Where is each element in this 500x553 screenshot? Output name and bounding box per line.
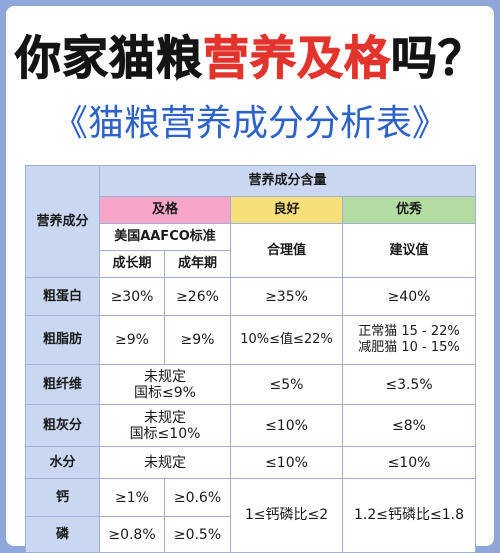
pass-header: 及格	[99, 196, 231, 224]
row-label: 水分	[25, 446, 100, 479]
good-header: 良好	[230, 196, 343, 224]
cell-line: 未规定	[144, 409, 186, 426]
adult-header: 成年期	[164, 250, 231, 278]
cell-excellent: ≥40%	[341, 277, 477, 316]
cell-ca-p-good: 1≤钙磷比≤2	[230, 478, 343, 553]
cell-kitten: ≥9%	[99, 315, 165, 365]
table-row-fiber: 粗纤维 未规定 国标≤9% ≤5% ≤3.5%	[25, 364, 477, 405]
table-row-ash: 粗灰分 未规定 国标≤10% ≤10% ≤8%	[25, 404, 477, 447]
headline-part-1: 你家猫粮	[15, 31, 203, 86]
row-label: 钙	[25, 478, 100, 517]
headline: 你家猫粮营养及格吗？	[0, 30, 500, 86]
row-label: 粗灰分	[25, 404, 100, 447]
cell-kitten: ≥0.8%	[99, 516, 165, 553]
cell-kitten: ≥1%	[99, 478, 165, 517]
cell-excellent: 正常猫 15 - 22% 减肥猫 10 - 15%	[341, 315, 477, 365]
cell-adult: ≥0.6%	[164, 478, 231, 517]
cell-pass: 未规定	[99, 446, 231, 479]
cell-adult: ≥26%	[164, 277, 231, 316]
cell-line: 国标≤10%	[129, 425, 201, 442]
cell-ca-p-excellent: 1.2≤钙磷比≤1.8	[341, 478, 477, 553]
table-row-moisture: 水分 未规定 ≤10% ≤10%	[25, 446, 477, 479]
row-label: 粗蛋白	[25, 277, 100, 316]
corner-header: 营养成分	[25, 165, 100, 278]
suggested-value-header: 建议值	[341, 223, 477, 278]
cell-good: ≤10%	[230, 446, 343, 479]
cell-pass: 未规定 国标≤10%	[99, 404, 231, 447]
reasonable-value-header: 合理值	[230, 223, 343, 278]
excellent-header: 优秀	[341, 196, 477, 224]
cell-line: 未规定	[144, 368, 186, 385]
cell-adult: ≥9%	[164, 315, 231, 365]
table-row-fat: 粗脂肪 ≥9% ≥9% 10%≤值≤22% 正常猫 15 - 22% 减肥猫 1…	[25, 315, 477, 365]
subtitle: 《猫粮营养成分分析表》	[51, 103, 448, 144]
cell-line: 国标≤9%	[134, 384, 196, 401]
cell-line: 减肥猫 10 - 15%	[358, 340, 460, 355]
cell-good: 10%≤值≤22%	[230, 315, 343, 365]
cell-line: 正常猫 15 - 22%	[358, 324, 460, 339]
cell-good: ≤5%	[230, 364, 343, 405]
cell-adult: ≥0.5%	[164, 516, 231, 553]
content-header: 营养成分含量	[98, 165, 477, 197]
headline-part-3: 吗？	[391, 31, 485, 86]
row-label: 粗纤维	[25, 364, 100, 405]
cell-kitten: ≥30%	[99, 277, 165, 316]
cell-excellent: ≤8%	[341, 404, 477, 447]
kitten-header: 成长期	[99, 250, 165, 278]
aafco-standard-header: 美国AAFCO标准	[99, 223, 231, 251]
cell-good: ≥35%	[230, 277, 343, 316]
row-label: 磷	[25, 516, 100, 553]
headline-highlight: 营养及格	[203, 31, 391, 86]
cell-pass: 未规定 国标≤9%	[99, 364, 231, 405]
cell-excellent: ≤10%	[341, 446, 477, 479]
cell-excellent: ≤3.5%	[341, 364, 477, 405]
table-row-protein: 粗蛋白 ≥30% ≥26% ≥35% ≥40%	[25, 277, 477, 316]
nutrition-table: 营养成分 营养成分含量 及格 良好 优秀 美国AAFCO标准 合理值 建议值 成…	[25, 165, 477, 553]
row-label: 粗脂肪	[25, 315, 100, 365]
table-row-calcium: 钙 ≥1% ≥0.6% 1≤钙磷比≤2 1.2≤钙磷比≤1.8	[25, 478, 477, 553]
cell-good: ≤10%	[230, 404, 343, 447]
